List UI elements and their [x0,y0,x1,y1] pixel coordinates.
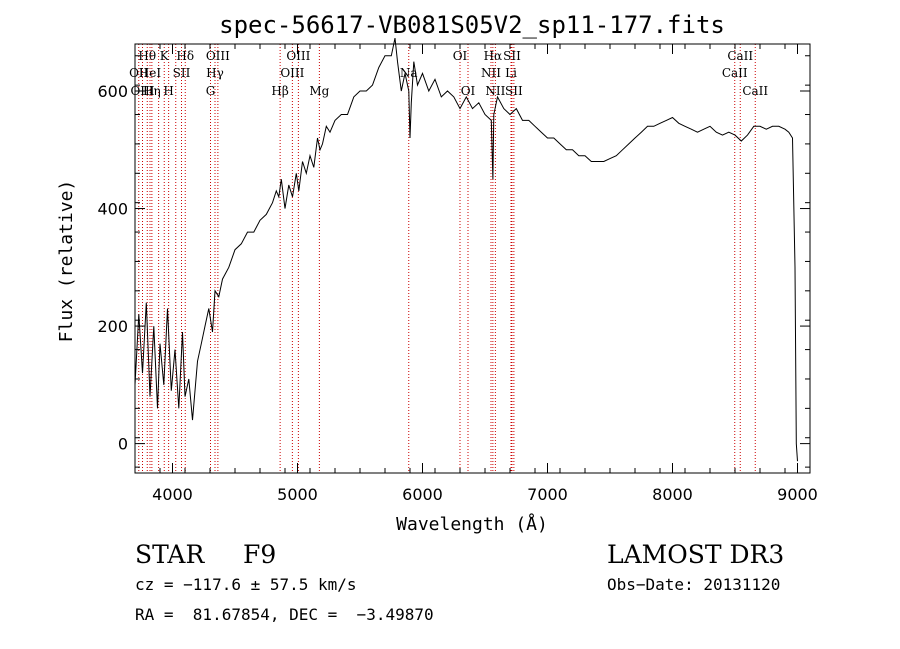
line-label: CaII [742,84,768,98]
line-label: OIII [280,66,304,80]
line-label: CaII [727,49,753,63]
x-axis-label: Wavelength (Å) [396,513,548,535]
x-tick-label: 9000 [777,485,818,504]
redshift-velocity: cz = −117.6 ± 57.5 km/s [135,575,357,594]
line-label: Hα [484,49,503,63]
observation-date: Obs−Date: 20131120 [607,575,781,594]
x-tick-label: 7000 [527,485,568,504]
line-label: H [163,84,173,98]
object-class: STAR [135,540,205,569]
x-axis-ticks: 4000 5000 6000 7000 8000 9000 [134,44,818,504]
line-label: Hβ [271,84,288,98]
line-label: Hδ [176,49,194,63]
y-axis-label: Flux (relative) [56,180,77,343]
line-label: OI [461,84,476,98]
spectrum-line [134,37,798,462]
line-label: OII [129,66,149,80]
line-label: SII [505,84,523,98]
emission-line-labels: OIIOIIIHθHeIHηKHSIIHδGHγOIIIHβOIIIOIIIMg… [129,49,768,98]
line-label: Hθ [138,49,156,63]
y-tick-label: 400 [97,200,128,219]
line-label: Mg [309,84,329,98]
line-label: Li [505,66,517,80]
line-label: CaII [722,66,748,80]
survey-name: LAMOST DR3 [607,540,785,569]
y-tick-label: 200 [97,317,128,336]
x-tick-label: 8000 [652,485,693,504]
emission-line-markers [138,44,756,473]
x-tick-label: 4000 [152,485,193,504]
line-label: Hη [143,84,161,98]
coordinates: RA = 81.67854, DEC = −3.49870 [135,605,434,624]
line-label: K [160,49,170,63]
y-tick-label: 600 [97,82,128,101]
line-label: HeI [139,66,162,80]
line-label: OIII [286,49,310,63]
line-label: OI [453,49,468,63]
chart-title: spec-56617-VB081S05V2_sp11-177.fits [219,11,725,39]
line-label: NII [485,84,505,98]
line-label: Hγ [206,66,224,80]
plot-frame [134,43,811,474]
line-label: OIII [206,49,230,63]
y-axis-ticks: 0 200 400 600 [97,55,810,468]
line-label: SII [173,66,191,80]
line-label: SII [503,49,521,63]
object-subclass: F9 [243,540,277,569]
line-label: NII [481,66,501,80]
y-tick-label: 0 [118,435,128,454]
line-label: G [206,84,216,98]
x-tick-label: 6000 [402,485,443,504]
x-tick-label: 5000 [277,485,318,504]
